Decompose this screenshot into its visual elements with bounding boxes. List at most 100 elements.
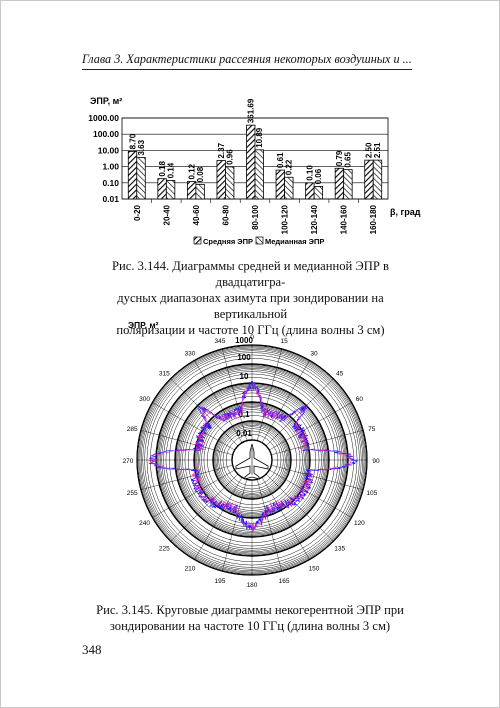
bar-median — [284, 176, 294, 200]
x-tick-label: 100-120 — [281, 204, 290, 234]
radial-spoke — [152, 469, 235, 518]
angle-tick-label: 180 — [247, 582, 258, 589]
bar-chart: ЭПР, м² 0.01 0.10 1.00 10.00 100.00 1000.00 0-2… — [88, 96, 421, 246]
angle-tick-label: 90 — [372, 458, 380, 465]
figure1-caption-line: поляризации и частоте 10 ГГц (длина волн… — [116, 323, 385, 337]
angle-tick-label: 150 — [309, 565, 320, 572]
angle-tick-label: 210 — [185, 565, 196, 572]
y-tick-label: 1000.00 — [88, 113, 119, 123]
radial-spoke — [269, 402, 352, 451]
bar-mean — [364, 159, 374, 200]
legend-swatch-mean — [193, 236, 202, 245]
angle-tick-label: 195 — [214, 578, 225, 585]
data-label: 361.69 — [247, 98, 256, 123]
radial-spoke — [194, 477, 243, 560]
x-tick-label: 0-20 — [133, 204, 142, 221]
data-label: 2.37 — [217, 142, 226, 158]
angle-tick-label: 225 — [159, 546, 170, 553]
running-header: Глава 3. Характеристики рассеяния некото… — [82, 52, 412, 66]
figure1-caption: Рис. 3.144. Диаграммы средней и медианно… — [88, 258, 413, 338]
angle-tick-label: 105 — [366, 490, 377, 497]
radial-spoke — [269, 469, 352, 518]
bar-median — [195, 183, 205, 200]
angle-tick-label: 15 — [280, 338, 288, 345]
angle-tick-label: 285 — [127, 426, 138, 433]
data-label: 0.08 — [196, 166, 205, 182]
data-label: 0.22 — [285, 159, 294, 175]
bar-mean — [305, 182, 315, 200]
data-label: 0.14 — [166, 162, 175, 178]
bar-median — [343, 169, 353, 200]
bar-median — [313, 185, 324, 200]
bar-mean — [127, 150, 138, 200]
radial-spoke — [271, 430, 364, 456]
r-tick-label: 1000 — [235, 336, 253, 345]
bar-median — [225, 166, 235, 200]
radial-spoke — [222, 348, 248, 441]
bar-median — [372, 159, 383, 200]
x-tick-label: 140-160 — [340, 204, 349, 234]
data-label: 0.61 — [276, 152, 285, 168]
angle-tick-label: 345 — [214, 338, 225, 345]
y-tick-label: 10.00 — [98, 145, 120, 155]
bar-mean — [246, 124, 256, 200]
legend-swatch-median — [255, 236, 264, 245]
x-tick-label: 120-140 — [310, 204, 319, 234]
radial-spoke — [256, 348, 282, 441]
radial-spoke — [194, 360, 243, 443]
data-label: 0.65 — [344, 152, 353, 168]
angle-tick-label: 0 — [250, 334, 254, 341]
bar-mean — [216, 160, 226, 200]
y-tick-label: 0.01 — [102, 194, 119, 204]
angle-tick-label: 240 — [139, 520, 150, 527]
figure2-caption-line: Рис. 3.145. Круговые диаграммы некогерен… — [96, 603, 404, 617]
x-tick-label: 40-60 — [192, 204, 201, 225]
figure1-caption-line: дусных диапазонах азимута при зондирован… — [117, 291, 384, 321]
radial-spoke — [222, 479, 248, 572]
radial-spoke — [170, 378, 238, 446]
r-tick-label: 0,1 — [238, 410, 250, 419]
radial-spoke — [140, 464, 233, 490]
angle-tick-label: 300 — [139, 396, 150, 403]
angle-tick-label: 315 — [159, 370, 170, 377]
radial-spoke — [152, 402, 235, 451]
angle-tick-label: 135 — [334, 546, 345, 553]
radial-spoke — [140, 430, 233, 456]
x-axis-label: β, град — [390, 207, 421, 217]
r-tick-label: 0,01 — [236, 429, 252, 438]
data-label: 0.06 — [314, 168, 323, 184]
radial-spoke — [170, 474, 238, 542]
data-label: 0.79 — [335, 150, 344, 166]
y-tick-label: 100.00 — [93, 129, 119, 139]
data-label: 2.51 — [373, 142, 382, 158]
bar-mean — [334, 167, 345, 200]
x-tick-label: 60-80 — [221, 204, 230, 225]
figure1-caption-line: Рис. 3.144. Диаграммы средней и медианно… — [112, 259, 389, 289]
angle-tick-label: 75 — [368, 426, 376, 433]
r-tick-label: 100 — [237, 353, 251, 362]
radial-spoke — [266, 378, 334, 446]
data-label: 8.70 — [128, 133, 137, 149]
header-rule — [82, 69, 412, 70]
figure2-caption-line: зондировании на частоте 10 ГГц (длина во… — [109, 619, 391, 633]
angle-tick-label: 330 — [185, 351, 196, 358]
polar-chart: 0 15 30 45 60 75 90 105 120 135 150 165 180 195 210 225… — [123, 320, 380, 589]
legend-label: Средняя ЭПР — [203, 237, 253, 246]
data-label: 0.12 — [187, 163, 196, 179]
bar-mean — [186, 181, 197, 200]
bar-median — [165, 180, 176, 200]
aircraft-silhouette — [235, 443, 269, 480]
angle-tick-label: 165 — [279, 578, 290, 585]
data-label: 2.50 — [365, 142, 374, 158]
data-label: 0.18 — [158, 161, 167, 177]
legend-label: Медианная ЭПР — [265, 237, 324, 246]
data-label: 10.89 — [255, 127, 264, 148]
bar-mean — [157, 178, 167, 200]
data-label: 0.10 — [306, 165, 315, 181]
angle-tick-label: 270 — [123, 458, 134, 465]
angle-tick-label: 60 — [356, 396, 364, 403]
radial-spoke — [271, 464, 364, 490]
page-number: 348 — [82, 642, 102, 657]
angle-tick-label: 30 — [310, 351, 318, 358]
bar-median — [136, 157, 146, 200]
